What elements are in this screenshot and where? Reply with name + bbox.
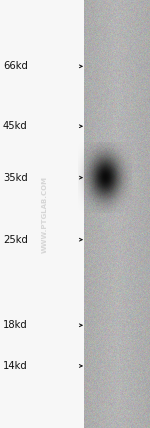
Text: 35kd: 35kd [3, 172, 28, 183]
Text: 66kd: 66kd [3, 61, 28, 71]
Text: 45kd: 45kd [3, 121, 28, 131]
Text: WWW.PTGLAB.COM: WWW.PTGLAB.COM [42, 175, 48, 253]
Text: 25kd: 25kd [3, 235, 28, 245]
Text: 14kd: 14kd [3, 361, 28, 371]
Text: 18kd: 18kd [3, 320, 28, 330]
